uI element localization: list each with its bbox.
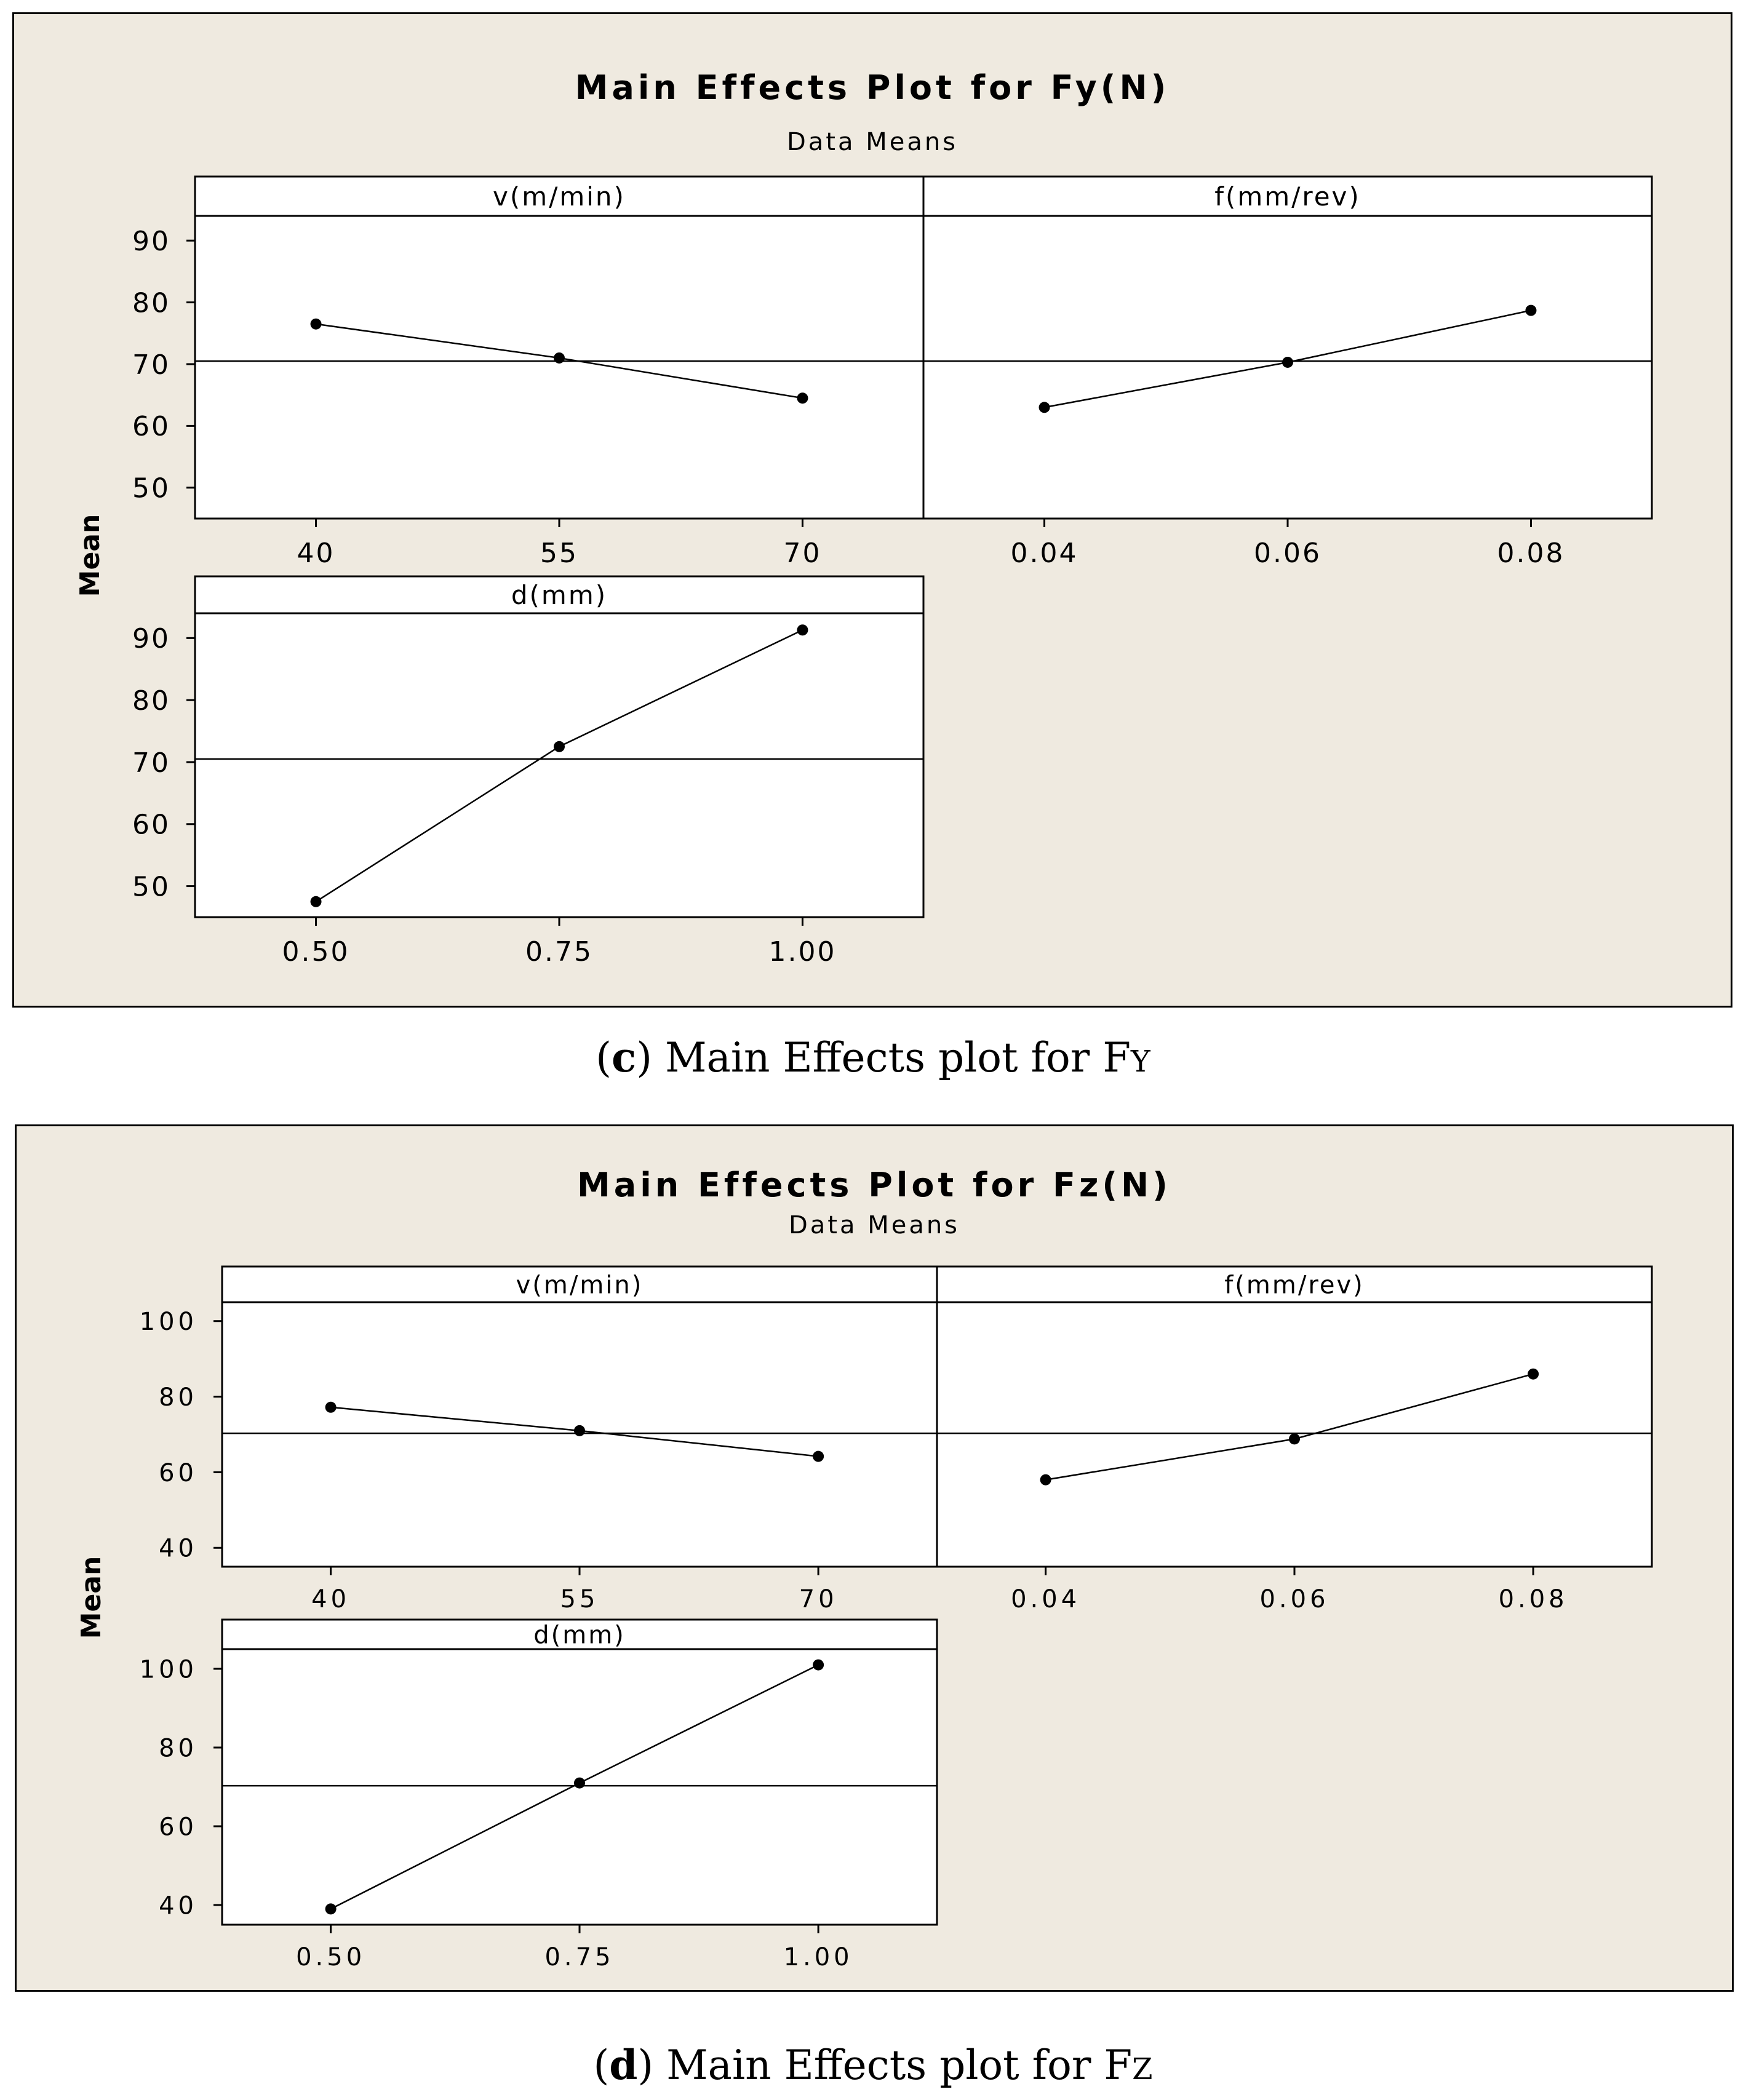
x-tick-label: 55: [540, 538, 578, 569]
panel-3: d(mm) 50 60 70 80 90 0.50 0.75 1.00: [132, 575, 925, 968]
panel-frame: [922, 175, 1653, 520]
panel-header-label: f(mm/rev): [1214, 181, 1361, 212]
panel-header-label: f(mm/rev): [1224, 1271, 1365, 1299]
data-point: [813, 1450, 824, 1462]
panel-frame: [194, 175, 925, 520]
chart-title: Main Effects Plot for Fz(N): [577, 1166, 1171, 1204]
data-point: [310, 318, 322, 330]
chart-subtitle: Data Means: [786, 128, 959, 156]
x-tick-label: 0.50: [282, 936, 350, 968]
x-tick-label: 40: [297, 538, 335, 569]
x-tick-label: 70: [783, 538, 821, 569]
x-tick-label: 40: [311, 1585, 350, 1613]
y-tick-label: 80: [132, 685, 170, 717]
y-tick-label: 70: [132, 349, 170, 381]
y-tick-label: 60: [159, 1813, 197, 1841]
figure-fz: Main Effects Plot for Fz(N) Data Means v…: [15, 1124, 1734, 1992]
caption-sub: Y: [1131, 1044, 1150, 1079]
y-tick-label: 100: [140, 1308, 197, 1336]
chart-title: Main Effects Plot for Fy(N): [575, 68, 1170, 107]
caption-letter: d: [609, 2041, 638, 2089]
y-tick-label: 90: [132, 623, 170, 654]
panel-1: v(m/min) 50 60 70 80 90 40 55 70: [132, 175, 925, 569]
main-effects-plot-fz: v(m/min) 40 60 80 100 40 55 70 f(mm/rev) 0.04 0.06…: [76, 1265, 1653, 1971]
x-tick-label: 0.06: [1259, 1585, 1329, 1613]
panel-header-label: d(mm): [511, 580, 607, 610]
x-tick-label: 0.50: [296, 1943, 365, 1971]
data-point: [813, 1659, 824, 1671]
x-tick-label: 0.06: [1254, 538, 1321, 569]
x-tick-label: 1.00: [768, 936, 836, 968]
panel-2: f(mm/rev) 0.04 0.06 0.08: [922, 175, 1653, 569]
x-tick-label: 0.08: [1499, 1585, 1568, 1613]
y-tick-label: 80: [132, 287, 170, 319]
x-tick-label: 70: [799, 1585, 838, 1613]
data-point: [554, 741, 565, 752]
data-point: [325, 1401, 337, 1413]
data-point: [1528, 1368, 1539, 1380]
y-tick-label: 50: [132, 473, 170, 504]
panel-2: f(mm/rev) 0.04 0.06 0.08: [936, 1265, 1653, 1613]
data-point: [325, 1903, 337, 1915]
y-tick-label: 40: [159, 1535, 197, 1563]
panel-1: v(m/min) 40 60 80 100 40 55 70: [140, 1265, 938, 1613]
data-point: [310, 896, 322, 907]
panel-frame: [221, 1618, 938, 1926]
y-tick-label: 100: [140, 1655, 197, 1684]
y-tick-label: 60: [159, 1459, 197, 1487]
data-point: [1525, 304, 1537, 316]
panel-frame: [221, 1265, 938, 1568]
data-point: [797, 392, 808, 404]
x-tick-label: 0.08: [1497, 538, 1565, 569]
data-point: [797, 624, 808, 636]
x-tick-label: 0.04: [1011, 538, 1078, 569]
main-effects-plot-fy: v(m/min) 50 60 70 80 90 40 55 70 f(mm/rev) 0.04 0.0…: [74, 175, 1653, 968]
panel-header-label: v(m/min): [516, 1271, 644, 1299]
data-point: [1040, 1474, 1051, 1486]
y-tick-label: 80: [159, 1383, 197, 1412]
data-point: [574, 1777, 585, 1789]
caption-letter: c: [612, 1033, 637, 1081]
x-tick-label: 1.00: [784, 1943, 853, 1971]
x-tick-label: 0.75: [525, 936, 593, 968]
panel-header-label: d(mm): [533, 1621, 626, 1649]
y-tick-label: 50: [132, 871, 170, 902]
data-point: [1038, 402, 1050, 413]
data-point: [574, 1425, 585, 1436]
data-point: [1282, 356, 1293, 368]
caption-text: Main Effects plot for F: [664, 1034, 1131, 1081]
data-point: [554, 352, 565, 364]
figure-fy: Main Effects Plot for Fy(N) Data Means v…: [12, 12, 1732, 1008]
y-axis-label: Mean: [74, 514, 106, 597]
y-tick-label: 40: [159, 1891, 197, 1920]
y-tick-label: 80: [159, 1734, 197, 1762]
caption-c: (c) Main Effects plot for FY: [596, 1033, 1150, 1081]
y-tick-label: 70: [132, 747, 170, 779]
y-axis-label: Mean: [76, 1556, 107, 1639]
y-tick-label: 60: [132, 809, 170, 841]
caption-d: (d) Main Effects plot for FZ: [593, 2041, 1153, 2089]
panel-3: d(mm) 40 60 80 100 0.50 0.75 1.00: [140, 1618, 938, 1971]
panel-header-label: v(m/min): [493, 181, 626, 212]
y-tick-label: 90: [132, 226, 170, 257]
x-tick-label: 55: [560, 1585, 599, 1613]
x-tick-label: 0.04: [1011, 1585, 1080, 1613]
caption-text: Main Effects plot for F: [666, 2042, 1133, 2089]
x-tick-label: 0.75: [544, 1943, 614, 1971]
data-point: [1289, 1433, 1300, 1445]
caption-sub: Z: [1132, 2052, 1153, 2086]
chart-subtitle: Data Means: [788, 1211, 960, 1239]
panel-frame: [936, 1265, 1653, 1568]
y-tick-label: 60: [132, 411, 170, 442]
